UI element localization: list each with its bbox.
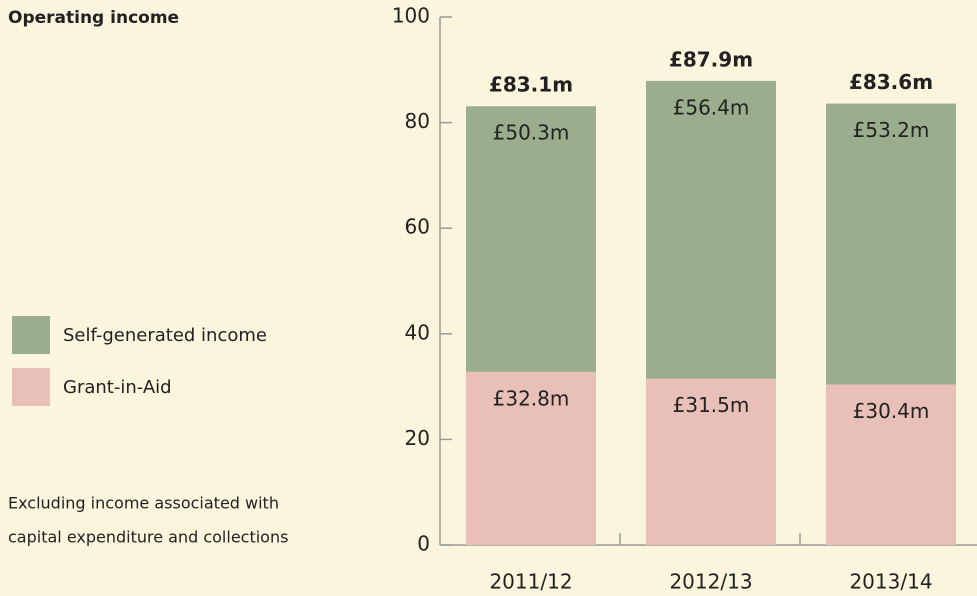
legend-swatch (12, 316, 50, 354)
value-label: £53.2m (853, 118, 930, 142)
note: capital expenditure and collections (8, 528, 288, 547)
y-tick-label: 60 (405, 215, 430, 239)
x-tick-label: 2013/14 (849, 570, 932, 594)
y-tick-label: 40 (405, 320, 430, 344)
x-tick-label: 2011/12 (489, 570, 572, 594)
y-tick-label: 0 (417, 532, 430, 556)
value-label: £56.4m (673, 95, 750, 119)
x-tick-label: 2012/13 (669, 570, 752, 594)
bar-segment (646, 378, 776, 545)
total-label: £83.1m (489, 73, 573, 97)
y-tick-label: 80 (405, 109, 430, 133)
chart-title: Operating income (8, 8, 179, 28)
legend-label: Self-generated income (63, 325, 267, 346)
value-label: £30.4m (853, 399, 930, 423)
note: Excluding income associated with (8, 494, 279, 513)
bar-segment (826, 103, 956, 385)
total-label: £83.6m (849, 70, 933, 94)
y-tick-label: 100 (392, 4, 430, 28)
bar-segment (826, 384, 956, 545)
y-tick-label: 20 (405, 426, 430, 450)
bar-segment (466, 106, 596, 372)
value-label: £32.8m (493, 386, 570, 410)
value-label: £50.3m (493, 121, 570, 145)
bar-segment (466, 371, 596, 545)
value-label: £31.5m (673, 393, 750, 417)
legend-label: Grant-in-Aid (63, 377, 172, 398)
legend-swatch (12, 368, 50, 406)
total-label: £87.9m (669, 47, 753, 71)
bar-segment (646, 80, 776, 379)
